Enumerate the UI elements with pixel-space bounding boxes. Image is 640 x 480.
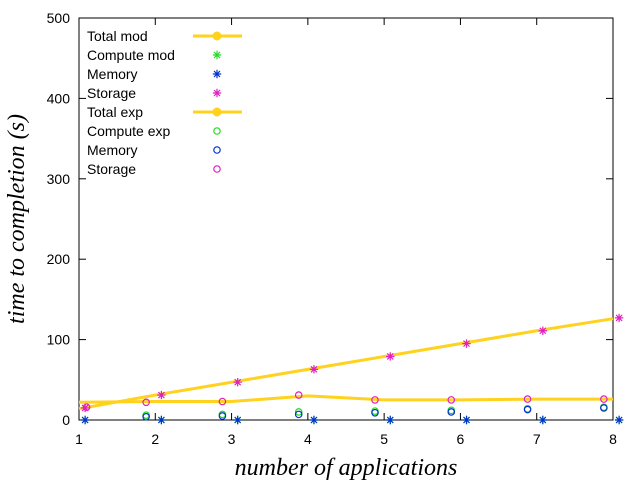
y-tick-label: 400 bbox=[47, 90, 71, 106]
legend: Total mod Compute mod Memory Storage Total e… bbox=[87, 28, 242, 177]
axis-ticks: 1 2 3 4 5 6 7 8 0 100 200 300 400 500 bbox=[47, 10, 617, 447]
x-tick-label: 5 bbox=[380, 431, 388, 447]
legend-label: Storage bbox=[87, 85, 136, 101]
data-point bbox=[447, 408, 456, 416]
series-2 bbox=[80, 415, 624, 425]
data-point bbox=[294, 410, 303, 419]
y-axis-title: time to completion (s) bbox=[4, 114, 30, 324]
x-axis-title: number of applications bbox=[235, 455, 458, 480]
data-point bbox=[157, 415, 166, 425]
legend-label: Total mod bbox=[87, 28, 148, 44]
series-3 bbox=[80, 313, 624, 413]
series-6 bbox=[142, 404, 608, 421]
legend-label: Compute exp bbox=[87, 123, 170, 139]
series-layer bbox=[78, 313, 624, 425]
legend-marker bbox=[212, 88, 222, 98]
legend-label: Total exp bbox=[87, 104, 143, 120]
data-point bbox=[309, 365, 319, 374]
data-point bbox=[462, 339, 471, 348]
data-point bbox=[142, 412, 150, 421]
data-point bbox=[294, 408, 303, 416]
y-tick-label: 500 bbox=[47, 10, 71, 26]
x-tick-label: 8 bbox=[609, 431, 617, 447]
legend-label: Compute mod bbox=[87, 47, 175, 63]
legend-marker bbox=[212, 69, 222, 79]
data-point bbox=[309, 415, 319, 425]
data-point bbox=[614, 415, 624, 425]
y-tick-label: 100 bbox=[47, 332, 71, 348]
legend-marker bbox=[212, 50, 222, 60]
data-point bbox=[233, 378, 242, 387]
data-point bbox=[142, 398, 150, 407]
x-tick-label: 6 bbox=[457, 431, 465, 447]
data-point bbox=[80, 415, 90, 425]
legend-marker bbox=[213, 127, 221, 135]
series-0 bbox=[78, 317, 614, 411]
x-tick-label: 7 bbox=[533, 431, 541, 447]
data-point bbox=[218, 412, 227, 420]
plot-frame bbox=[78, 17, 614, 421]
data-point bbox=[157, 390, 166, 400]
data-point bbox=[233, 415, 242, 425]
y-tick-label: 200 bbox=[47, 251, 71, 267]
data-point bbox=[523, 405, 532, 414]
legend-label: Storage bbox=[87, 161, 136, 177]
data-point bbox=[371, 408, 379, 417]
data-point bbox=[80, 403, 90, 413]
data-point bbox=[294, 391, 303, 399]
x-tick-label: 4 bbox=[304, 431, 312, 447]
legend-marker bbox=[213, 146, 221, 154]
data-point bbox=[82, 403, 91, 411]
x-tick-label: 3 bbox=[228, 431, 236, 447]
legend-marker bbox=[212, 107, 222, 117]
data-point bbox=[538, 415, 548, 425]
legend-marker bbox=[213, 165, 221, 173]
x-tick-label: 2 bbox=[151, 431, 159, 447]
legend-label: Memory bbox=[87, 142, 138, 158]
data-point bbox=[462, 415, 471, 425]
data-point bbox=[538, 326, 548, 335]
data-point bbox=[600, 395, 608, 403]
series-7 bbox=[82, 391, 608, 411]
series-line bbox=[78, 317, 614, 411]
data-point bbox=[447, 396, 456, 404]
x-tick-label: 1 bbox=[75, 431, 83, 447]
data-point bbox=[218, 397, 227, 406]
legend-label: Memory bbox=[87, 66, 138, 82]
data-point bbox=[386, 415, 395, 425]
legend-marker bbox=[212, 31, 222, 41]
data-point bbox=[523, 395, 532, 403]
data-point bbox=[386, 352, 395, 361]
data-point bbox=[371, 396, 379, 404]
y-tick-label: 300 bbox=[47, 171, 71, 187]
data-point bbox=[600, 404, 608, 412]
data-point bbox=[614, 313, 624, 323]
y-tick-label: 0 bbox=[62, 412, 70, 428]
